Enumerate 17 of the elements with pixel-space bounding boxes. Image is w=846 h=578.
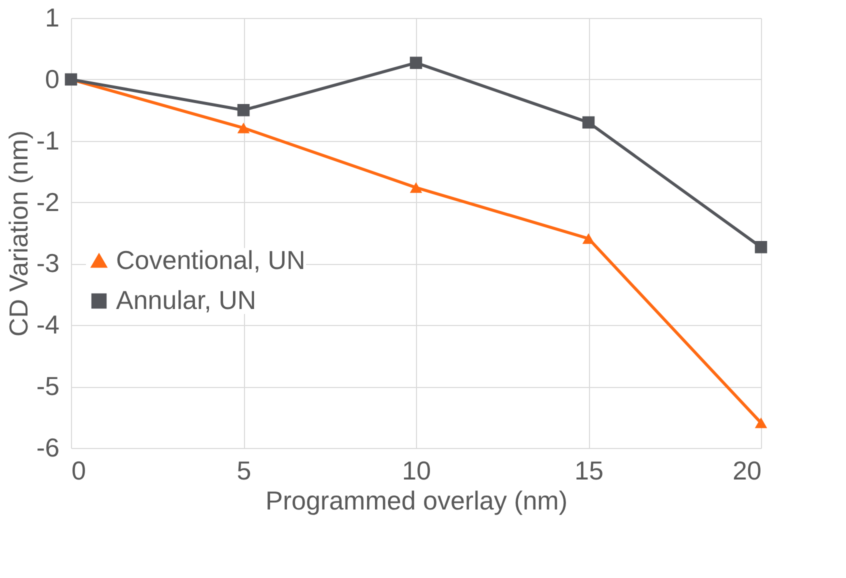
x-axis-title: Programmed overlay (nm)	[266, 486, 568, 516]
y-tick-label: -5	[36, 371, 60, 402]
y-tick-label: -6	[36, 432, 60, 462]
y-tick-label: 0	[45, 64, 60, 94]
x-tick-label: 0	[72, 456, 86, 486]
y-tick-label: -3	[36, 248, 60, 278]
legend-label: Coventional, UN	[116, 245, 306, 275]
y-tick-label: 1	[45, 2, 60, 32]
y-tick-label: -1	[36, 125, 60, 156]
y-tick-label: -4	[36, 310, 60, 340]
x-tick-label: 20	[732, 456, 762, 486]
y-tick-label: -2	[36, 186, 60, 217]
y-axis-title: CD Variation (nm)	[3, 130, 34, 337]
legend-label: Annular, UN	[116, 285, 256, 315]
x-tick-label: 10	[402, 456, 431, 486]
x-tick-label: 5	[236, 456, 252, 486]
x-tick-label: 15	[574, 456, 604, 486]
